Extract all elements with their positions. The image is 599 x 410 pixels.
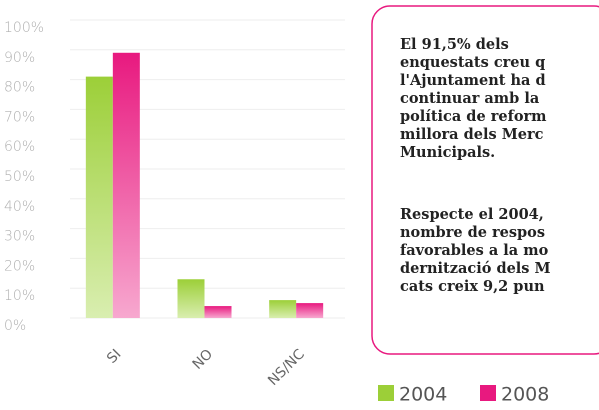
legend-swatch [378,385,394,401]
bar [177,279,205,318]
y-tick-label: 20% [4,258,35,274]
y-tick-label: 80% [4,80,35,96]
y-tick-label: 70% [4,109,35,125]
bar [296,303,324,318]
legend-swatch [480,385,496,401]
note-text: política de reform [400,108,547,125]
bar [204,306,232,318]
note-text: enquestats creu q [400,54,545,71]
y-tick-label: 30% [4,229,35,245]
y-tick-label: 50% [4,169,35,185]
x-tick-label: SI [104,346,125,367]
y-tick-label: 60% [4,139,35,155]
note-text: continuar amb la [400,90,540,107]
legend-label: 2004 [399,384,447,406]
bar [112,52,140,318]
note-box [371,5,599,355]
y-tick-label: 10% [4,288,35,304]
x-tick-label: NO [190,346,217,373]
bar [85,76,113,319]
note-text: millora dels Merc [400,126,544,143]
note-text: El 91,5% dels [400,36,509,53]
y-tick-label: 40% [4,199,35,215]
note-text: Respecte el 2004, [400,206,544,223]
note-text: favorables a la mo [400,242,549,259]
y-tick-label: 100% [4,20,44,36]
note-text: Municipals. [400,144,495,161]
legend-label: 2008 [501,384,549,406]
y-tick-label: 90% [4,50,35,66]
note-text: nombre de respos [400,224,545,241]
note-text: cats creix 9,2 pun [400,278,545,295]
y-tick-label: 0% [4,318,26,334]
note-text: dernització dels M [400,260,551,277]
bar [269,300,297,318]
x-tick-label: NS/NC [265,346,308,389]
note-text: l'Ajuntament ha d [400,72,546,89]
